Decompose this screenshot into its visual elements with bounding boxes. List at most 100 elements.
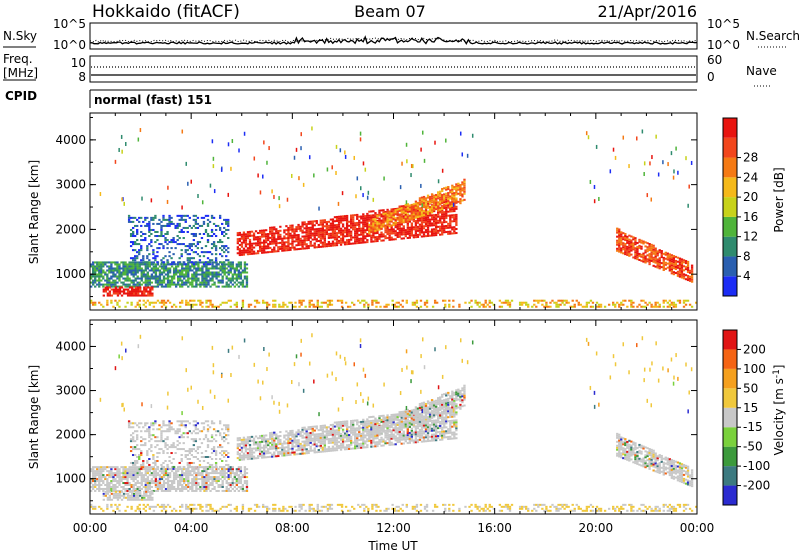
power-cell xyxy=(643,172,645,177)
power-cell xyxy=(354,224,357,227)
power-cell xyxy=(243,263,247,266)
power-cell xyxy=(238,248,242,251)
power-cell xyxy=(432,202,436,205)
velocity-cell xyxy=(90,482,93,485)
velocity-cell xyxy=(108,486,111,488)
power-cell xyxy=(392,217,395,220)
power-cell xyxy=(130,261,133,264)
power-cell xyxy=(243,267,247,270)
velocity-cell xyxy=(143,496,146,499)
power-cell xyxy=(195,267,198,270)
velocity-cell xyxy=(136,468,139,471)
velocity-cell xyxy=(239,466,243,469)
power-cell xyxy=(312,305,315,308)
velocity-cell xyxy=(139,492,142,495)
velocity-cell xyxy=(146,461,149,464)
colorbar-segment xyxy=(723,236,737,257)
power-cell xyxy=(406,159,408,164)
velocity-cell xyxy=(94,482,97,485)
power-cell xyxy=(252,242,256,245)
power-cell xyxy=(287,230,290,233)
power-cell xyxy=(197,269,200,272)
power-cell xyxy=(212,241,216,244)
power-cell xyxy=(233,281,236,284)
power-cell xyxy=(238,148,240,153)
power-cell xyxy=(630,301,633,304)
power-cell xyxy=(620,251,623,254)
power-cell xyxy=(257,301,261,304)
power-cell xyxy=(285,225,288,228)
velocity-cell xyxy=(134,448,137,451)
power-cell xyxy=(209,183,212,188)
power-cell xyxy=(140,239,143,242)
power-cell xyxy=(164,255,167,258)
velocity-cell xyxy=(156,456,159,459)
power-cell xyxy=(138,299,141,302)
power-cell xyxy=(408,216,411,219)
velocity-cell xyxy=(144,478,147,481)
power-cell xyxy=(674,265,678,268)
velocity-cell xyxy=(245,476,249,479)
velocity-cell xyxy=(243,480,247,483)
power-cell xyxy=(599,305,603,308)
power-cell xyxy=(239,261,243,264)
power-cell xyxy=(154,230,157,233)
velocity-cell xyxy=(178,461,181,464)
power-cell xyxy=(213,265,216,268)
velocity-cell xyxy=(136,456,139,459)
power-cell xyxy=(459,200,462,203)
velocity-cell xyxy=(164,489,168,492)
power-cell xyxy=(326,167,329,172)
power-cell xyxy=(150,198,153,203)
power-cell xyxy=(488,305,491,308)
velocity-cell xyxy=(211,476,214,479)
velocity-cell xyxy=(134,454,137,457)
power-cell xyxy=(390,216,393,219)
power-cell xyxy=(422,195,426,198)
power-cell xyxy=(418,225,422,228)
power-cell xyxy=(168,281,172,284)
velocity-cell xyxy=(152,467,155,470)
power-cell xyxy=(178,243,181,246)
power-cell xyxy=(205,283,208,286)
power-cell xyxy=(180,214,183,217)
power-cell xyxy=(518,301,522,304)
velocity-cell xyxy=(229,489,232,492)
power-cell xyxy=(130,263,133,266)
power-cell xyxy=(345,214,349,217)
velocity-cell xyxy=(166,424,169,427)
power-cell xyxy=(672,271,676,274)
power-cell xyxy=(449,195,452,198)
power-cell xyxy=(398,235,401,238)
power-cell xyxy=(201,275,204,278)
power-cell xyxy=(366,214,369,217)
power-cell xyxy=(134,243,137,246)
power-cell xyxy=(248,246,252,249)
power-cell xyxy=(225,281,228,284)
power-cell xyxy=(166,283,170,286)
nsearch-tick-high: 10^5 xyxy=(707,17,740,31)
power-cell xyxy=(686,264,690,267)
velocity-cell xyxy=(138,486,141,488)
power-cell xyxy=(269,226,272,229)
power-cell xyxy=(455,199,458,202)
power-cell xyxy=(648,263,651,266)
power-cell xyxy=(366,222,369,225)
power-cell xyxy=(92,279,95,282)
power-cell xyxy=(406,215,409,218)
velocity-cell xyxy=(162,476,166,479)
power-cell xyxy=(437,197,440,200)
power-cell xyxy=(174,265,178,268)
power-cell xyxy=(225,222,228,225)
power-cell xyxy=(654,305,657,308)
velocity-cell xyxy=(185,476,188,479)
y-tick-label: 3000 xyxy=(55,178,86,192)
power-cell xyxy=(449,226,452,229)
power-cell xyxy=(618,250,621,253)
power-cell xyxy=(191,285,194,288)
power-cell xyxy=(422,235,426,238)
velocity-cell xyxy=(245,480,249,483)
power-cell xyxy=(204,251,208,254)
power-cell xyxy=(658,305,661,308)
power-cell xyxy=(154,275,158,278)
